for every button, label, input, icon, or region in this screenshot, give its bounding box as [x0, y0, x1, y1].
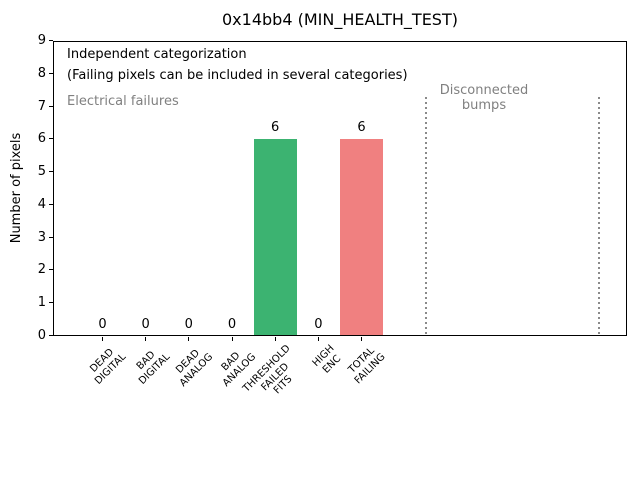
x-tick-mark — [145, 337, 147, 341]
y-tick-mark — [49, 203, 53, 205]
y-tick-mark — [49, 72, 53, 74]
y-tick-mark — [49, 40, 53, 41]
annotation-electrical-failures: Electrical failures — [67, 94, 179, 109]
y-tick-label: 2 — [37, 262, 46, 278]
y-tick-mark — [49, 105, 53, 107]
x-tick-label: TOTAL FAILING — [344, 343, 388, 386]
annotation-multiple-categories-note: (Failing pixels can be included in sever… — [67, 68, 408, 83]
bar — [340, 139, 383, 335]
y-tick-mark — [49, 236, 53, 238]
x-tick-label: HIGH ENC — [310, 343, 344, 377]
y-tick-label: 1 — [37, 295, 46, 311]
x-tick-mark — [317, 337, 319, 341]
x-tick-mark — [188, 337, 190, 341]
bar-value-label: 0 — [184, 317, 193, 332]
x-tick-label: DEAD DIGITAL — [85, 343, 129, 387]
y-tick-mark — [49, 335, 53, 336]
x-tick-mark — [274, 337, 276, 341]
x-tick-mark — [231, 337, 233, 341]
bar-value-label: 0 — [98, 317, 107, 332]
y-tick-label: 0 — [37, 328, 46, 343]
y-tick-mark — [49, 138, 53, 140]
bar-value-label: 6 — [357, 120, 366, 136]
y-tick-label: 4 — [37, 196, 46, 212]
y-tick-label: 5 — [37, 164, 46, 180]
y-tick-mark — [49, 269, 53, 271]
y-tick-label: 7 — [37, 98, 46, 114]
x-tick-label: DEAD ANALOG — [169, 343, 215, 389]
bar-value-label: 6 — [271, 120, 280, 136]
y-tick-label: 8 — [37, 65, 46, 81]
y-tick-mark — [49, 171, 53, 173]
y-tick-mark — [49, 302, 53, 304]
x-tick-mark — [361, 337, 362, 341]
bar — [253, 139, 297, 335]
y-tick-label: 3 — [37, 229, 46, 245]
plot-area — [53, 41, 627, 336]
annotation-disconnected-bumps-line2: bumps — [461, 98, 507, 113]
annotation-disconnected-bumps: Disconnected bumps — [404, 83, 564, 113]
bar-value-label: 0 — [314, 317, 323, 332]
y-tick-label: 6 — [37, 131, 46, 147]
bar-value-label: 0 — [141, 317, 150, 332]
bar-value-label: 0 — [227, 317, 237, 332]
x-tick-mark — [102, 337, 103, 341]
y-axis-label: Number of pixels — [9, 132, 24, 244]
annotation-independent-categorization: Independent categorization — [67, 47, 247, 62]
annotation-disconnected-bumps-line1: Disconnected — [439, 83, 529, 98]
y-tick-label: 9 — [37, 33, 46, 48]
x-tick-label: BAD DIGITAL — [128, 343, 172, 387]
separator-line — [598, 97, 600, 336]
separator-line — [425, 97, 428, 336]
chart-title: 0x14bb4 (MIN_HEALTH_TEST) — [222, 10, 458, 29]
